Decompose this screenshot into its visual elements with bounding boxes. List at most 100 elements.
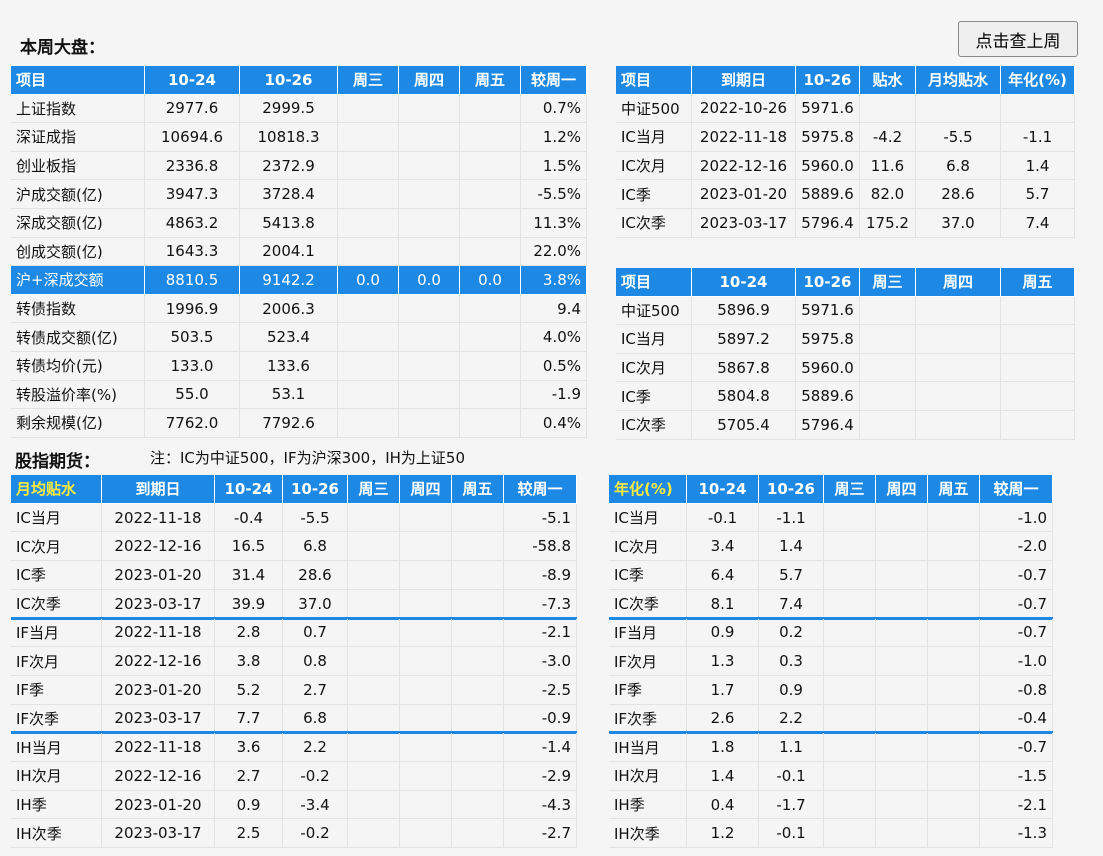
data-cell: 3947.3 <box>145 180 240 209</box>
data-cell: -2.7 <box>504 819 577 849</box>
data-cell: 6.4 <box>687 561 759 590</box>
data-cell: 2023-03-17 <box>692 209 796 238</box>
data-cell: 5971.6 <box>796 296 860 326</box>
row-label: IH当月 <box>609 733 687 762</box>
data-cell <box>876 589 928 619</box>
data-cell: 6.8 <box>283 704 348 734</box>
data-cell: 503.5 <box>145 323 240 352</box>
row-label: IC次季 <box>616 209 692 238</box>
data-cell: -1.5 <box>980 762 1053 791</box>
data-cell: 5705.4 <box>692 411 796 440</box>
data-cell <box>452 561 504 590</box>
data-cell <box>876 561 928 590</box>
header-cell: 周四 <box>916 268 1001 297</box>
row-label: IF季 <box>609 675 687 705</box>
data-cell <box>916 296 1001 326</box>
row-label: IF次月 <box>11 647 102 676</box>
data-cell: 2006.3 <box>240 294 338 324</box>
data-cell: 5.7 <box>1001 180 1075 209</box>
data-cell <box>876 618 928 648</box>
data-cell <box>860 94 916 124</box>
header-cell: 较周一 <box>504 475 577 504</box>
data-cell: 2022-11-18 <box>102 618 215 648</box>
data-cell: 133.6 <box>240 352 338 381</box>
data-cell <box>399 409 460 438</box>
data-cell <box>928 589 980 619</box>
previous-week-button[interactable]: 点击查上周 <box>958 21 1078 57</box>
data-cell: 1.8 <box>687 733 759 762</box>
data-cell: 7.4 <box>759 589 824 619</box>
data-cell <box>399 294 460 324</box>
data-cell: 5804.8 <box>692 382 796 411</box>
data-cell: -5.1 <box>504 503 577 533</box>
data-cell <box>860 325 916 354</box>
header-cell: 周四 <box>399 66 460 95</box>
header-cell: 到期日 <box>102 475 215 504</box>
data-cell <box>460 180 521 209</box>
data-cell: 0.4 <box>687 790 759 820</box>
data-cell: 10694.6 <box>145 123 240 152</box>
data-cell <box>399 380 460 410</box>
data-cell: 2.5 <box>215 819 283 849</box>
data-cell: 2336.8 <box>145 151 240 181</box>
data-cell <box>876 503 928 533</box>
data-cell <box>916 382 1001 411</box>
data-cell: 5960.0 <box>796 353 860 383</box>
data-cell: 2.2 <box>759 704 824 734</box>
data-cell: 133.0 <box>145 352 240 381</box>
data-cell <box>399 123 460 152</box>
data-cell: 2022-11-18 <box>692 123 796 152</box>
header-cell: 年化(%) <box>1001 66 1075 95</box>
header-cell: 周三 <box>824 475 876 504</box>
data-cell: -0.8 <box>980 675 1053 705</box>
data-cell: -0.7 <box>980 589 1053 619</box>
row-label: 深证成指 <box>11 123 145 152</box>
data-cell <box>876 819 928 849</box>
data-cell <box>400 790 452 820</box>
data-cell <box>338 94 399 124</box>
data-cell <box>452 704 504 734</box>
row-label: IF季 <box>11 675 102 705</box>
header-cell: 周四 <box>400 475 452 504</box>
data-cell: 5975.8 <box>796 123 860 152</box>
data-cell <box>876 733 928 762</box>
data-cell: 1.7 <box>687 675 759 705</box>
data-cell <box>916 353 1001 383</box>
data-cell: 0.5% <box>521 352 587 381</box>
row-label: IF当月 <box>609 618 687 648</box>
data-cell <box>400 589 452 619</box>
data-cell <box>876 675 928 705</box>
data-cell: 5796.4 <box>796 411 860 440</box>
data-cell: 2023-01-20 <box>692 180 796 209</box>
header-cell: 周三 <box>338 66 399 95</box>
data-cell <box>460 123 521 152</box>
data-cell: 10818.3 <box>240 123 338 152</box>
row-label: IC当月 <box>616 325 692 354</box>
data-cell: -0.4 <box>980 704 1053 734</box>
data-cell <box>860 296 916 326</box>
row-label: IF当月 <box>11 618 102 648</box>
group-separator <box>11 616 577 620</box>
data-cell <box>338 123 399 152</box>
data-cell <box>399 151 460 181</box>
data-cell <box>400 733 452 762</box>
header-cell: 月均贴水 <box>11 475 102 504</box>
data-cell: 22.0% <box>521 237 587 267</box>
data-cell <box>824 704 876 734</box>
row-label: IC当月 <box>11 503 102 533</box>
data-cell <box>400 503 452 533</box>
data-cell <box>400 561 452 590</box>
data-cell <box>348 762 400 791</box>
data-cell <box>824 733 876 762</box>
row-label: IC次季 <box>11 589 102 619</box>
data-cell: 7.7 <box>215 704 283 734</box>
data-cell: 82.0 <box>860 180 916 209</box>
row-label: 创成交额(亿) <box>11 237 145 267</box>
row-label: IH次月 <box>11 762 102 791</box>
data-cell: 0.7% <box>521 94 587 124</box>
data-cell: -58.8 <box>504 532 577 562</box>
data-cell <box>399 323 460 352</box>
data-cell <box>399 180 460 209</box>
data-cell: 0.0 <box>338 266 399 295</box>
row-label: 转债成交额(亿) <box>11 323 145 352</box>
